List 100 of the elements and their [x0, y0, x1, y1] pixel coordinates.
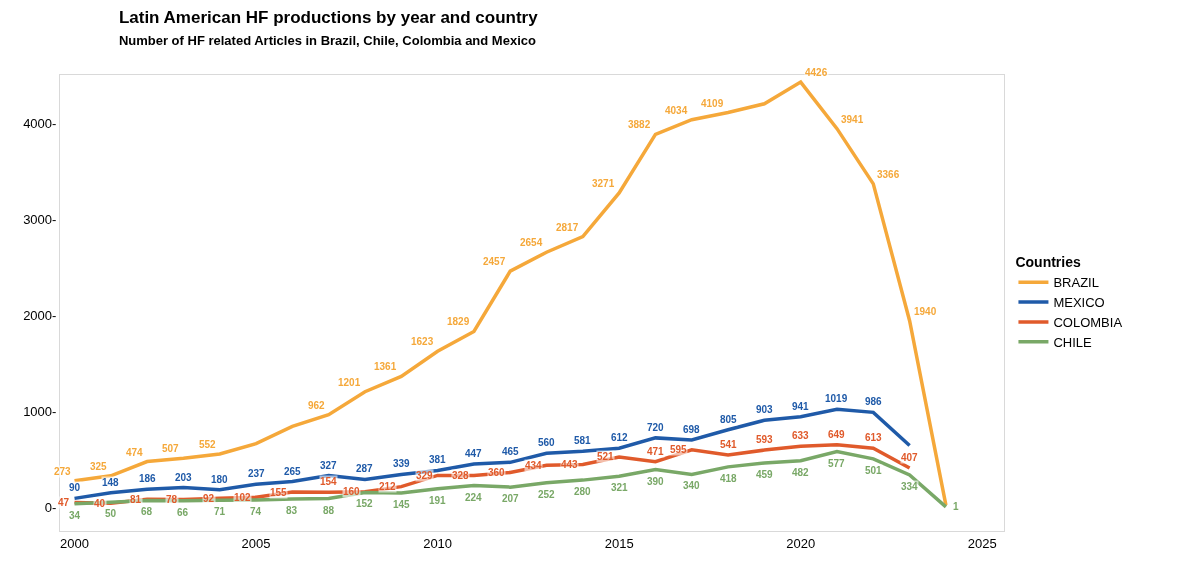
data-label: 50	[105, 508, 117, 519]
data-label: 434	[525, 460, 543, 471]
data-label: 720	[647, 422, 665, 433]
data-label: 40	[94, 498, 106, 509]
y-tick-label: 0-	[44, 499, 57, 515]
data-label: 4034	[665, 105, 688, 116]
data-label: 613	[865, 432, 883, 443]
data-label: 381	[429, 454, 447, 465]
data-label: 541	[720, 439, 738, 450]
data-label: 1623	[411, 336, 434, 347]
data-label: 593	[756, 434, 774, 445]
data-label: 805	[720, 414, 738, 425]
data-label: 3366	[877, 169, 900, 180]
x-tick-label: 2020	[786, 535, 816, 551]
data-label: 203	[175, 472, 193, 483]
data-label: 34	[69, 510, 81, 521]
data-label: 521	[597, 451, 615, 462]
data-label: 68	[141, 506, 153, 517]
data-label: 2817	[556, 222, 579, 233]
legend-label: MEXICO	[1053, 295, 1105, 311]
data-label: 1361	[374, 361, 397, 372]
data-label: 155	[270, 487, 288, 498]
data-label: 2654	[520, 237, 543, 248]
data-label: 474	[126, 447, 144, 458]
data-label: 90	[69, 482, 81, 493]
data-label: 459	[756, 469, 774, 480]
chart-title: Latin American HF productions by year and country	[118, 7, 539, 27]
chart-subtitle: Number of HF related Articles in Brazil, Chile, Colombia and Mexico	[118, 32, 536, 48]
data-label: 334	[901, 481, 919, 492]
x-tick-label: 2015	[604, 535, 634, 551]
legend-label: BRAZIL	[1053, 275, 1099, 291]
y-tick-label: 3000-	[23, 211, 57, 227]
x-tick-label: 2005	[241, 535, 271, 551]
data-label: 186	[139, 473, 157, 484]
legend-title: Countries	[1015, 254, 1081, 271]
y-tick-label: 2000-	[23, 307, 57, 323]
data-label: 941	[792, 401, 810, 412]
data-label: 633	[792, 430, 810, 441]
data-label: 265	[284, 466, 302, 477]
data-label: 595	[670, 444, 688, 455]
legend-label: COLOMBIA	[1053, 315, 1123, 331]
data-label: 986	[865, 396, 883, 407]
data-label: 3941	[841, 114, 864, 125]
data-label: 339	[393, 458, 411, 469]
data-label: 154	[320, 476, 338, 487]
data-label: 507	[162, 443, 180, 454]
data-label: 88	[323, 505, 335, 516]
data-label: 2457	[483, 256, 506, 267]
data-label: 152	[356, 498, 374, 509]
data-label: 273	[54, 466, 72, 477]
data-label: 903	[756, 404, 774, 415]
data-label: 1019	[825, 393, 848, 404]
data-label: 4109	[701, 98, 724, 109]
data-label: 1201	[338, 377, 361, 388]
data-label: 340	[683, 480, 701, 491]
data-label: 581	[574, 435, 592, 446]
x-tick-label: 2000	[60, 535, 89, 551]
data-label: 71	[214, 506, 226, 517]
data-label: 3271	[592, 178, 615, 189]
x-tick-label: 2025	[967, 535, 997, 551]
data-label: 407	[901, 452, 919, 463]
data-label: 443	[561, 459, 579, 470]
data-label: 145	[393, 499, 411, 510]
data-label: 92	[203, 493, 215, 504]
data-label: 360	[488, 467, 506, 478]
data-label: 66	[177, 507, 189, 518]
data-label: 224	[465, 492, 483, 503]
data-label: 649	[828, 429, 846, 440]
data-label: 4426	[805, 67, 828, 78]
data-label: 390	[647, 476, 665, 487]
legend-label: CHILE	[1053, 334, 1093, 350]
data-label: 1829	[447, 316, 470, 327]
data-label: 329	[416, 470, 434, 481]
data-label: 81	[130, 494, 142, 505]
data-label: 3882	[628, 119, 651, 130]
data-label: 418	[720, 473, 738, 484]
data-label: 102	[234, 492, 252, 503]
data-label: 287	[356, 463, 374, 474]
data-label: 447	[465, 448, 483, 459]
data-label: 191	[429, 495, 447, 506]
data-label: 321	[611, 482, 629, 493]
y-tick-label: 1000-	[23, 403, 57, 419]
data-label: 237	[248, 468, 266, 479]
data-label: 180	[211, 474, 229, 485]
data-label: 47	[58, 497, 70, 508]
data-label: 325	[90, 461, 108, 472]
data-label: 74	[250, 506, 262, 517]
data-label: 560	[538, 437, 556, 448]
data-label: 577	[828, 458, 846, 469]
data-label: 207	[502, 493, 520, 504]
data-label: 471	[647, 446, 665, 457]
data-label: 83	[286, 505, 298, 516]
data-label: 612	[611, 432, 629, 443]
data-label: 501	[865, 465, 883, 476]
x-tick-label: 2010	[423, 535, 453, 551]
data-label: 78	[166, 494, 178, 505]
data-label: 160	[343, 486, 361, 497]
data-label: 212	[379, 481, 397, 492]
data-label: 552	[199, 439, 217, 450]
data-label: 280	[574, 486, 592, 497]
